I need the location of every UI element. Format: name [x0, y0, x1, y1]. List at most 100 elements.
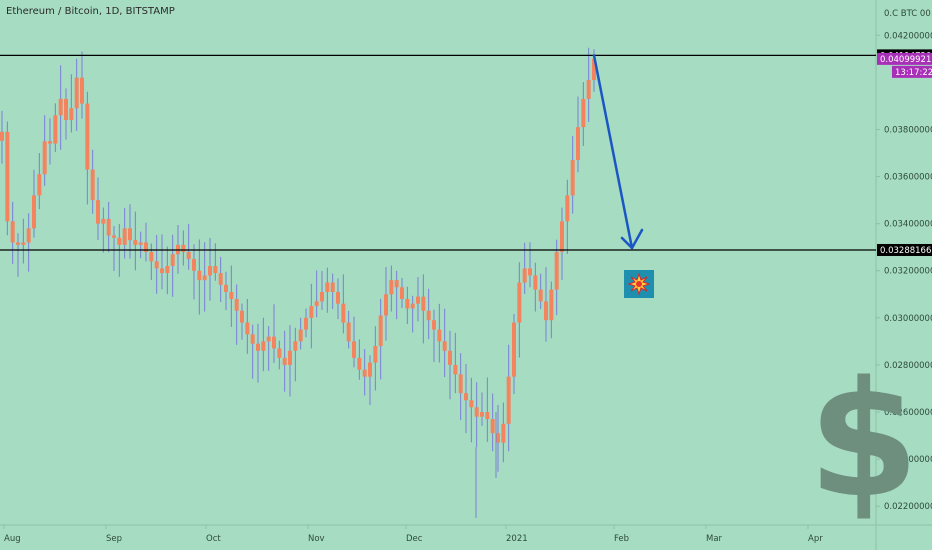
candle-body [544, 301, 548, 321]
candle-body [346, 322, 351, 342]
support-price-label: 0.03288166 [880, 246, 931, 256]
candle-body [90, 169, 95, 201]
candle-body [437, 329, 442, 342]
price-tick-label: 0.02400000 [884, 455, 932, 465]
candle-body [506, 376, 511, 424]
time-tick-label: 2021 [506, 534, 528, 544]
candle-body [325, 282, 330, 292]
candle-body [586, 80, 591, 99]
candle-body [202, 275, 207, 281]
candle-body [549, 289, 554, 321]
time-tick-label: Aug [4, 534, 21, 544]
price-tick-label: 0.02200000 [884, 502, 932, 512]
candle-body [64, 98, 68, 121]
candle-body [101, 218, 106, 224]
candle-body [565, 195, 570, 222]
time-tick-label: Apr [808, 534, 823, 544]
candle-body [282, 357, 287, 365]
candle-body [320, 291, 324, 302]
candle-body [378, 315, 383, 347]
price-tick-label: 0.02800000 [884, 361, 932, 371]
candle-body [192, 258, 196, 271]
candle-body [0, 131, 4, 141]
candle-body [58, 98, 63, 116]
candle-body [112, 235, 116, 238]
price-tick-label: 0.03000000 [884, 314, 932, 324]
candle-body [496, 433, 500, 443]
candle-body [224, 284, 228, 292]
countdown-label: 13:17:22 [895, 68, 932, 78]
price-tick-label: 0.03800000 [884, 125, 932, 135]
candle-body [122, 228, 127, 245]
candle-body [69, 108, 74, 121]
candle-body [154, 261, 159, 269]
time-tick-label: Sep [106, 534, 122, 544]
candle-body [208, 266, 212, 276]
last-price-tag [877, 52, 932, 65]
candle-body [138, 242, 143, 245]
candle-body [330, 282, 335, 292]
candle-body [218, 273, 223, 285]
candle-body [261, 341, 266, 351]
candle-body [181, 244, 186, 252]
explosion-icon-graphic [628, 273, 650, 295]
candle-body [480, 411, 484, 417]
candle-body [5, 131, 10, 222]
candle-body [42, 141, 47, 175]
candle-body [560, 221, 564, 252]
price-tick-label: 0.04200000 [884, 31, 932, 41]
candle-body [314, 301, 319, 307]
candle-body [197, 270, 202, 281]
candle-body [170, 254, 175, 267]
price-tick-label: 0.03200000 [884, 267, 932, 277]
candle-body [458, 374, 463, 394]
candle-body [570, 160, 575, 196]
downtrend-arrow-shaft [592, 54, 634, 250]
candle-body [554, 251, 559, 290]
symbol-title: Ethereum / Bitcoin, 1D, BITSTAMP [6, 6, 175, 17]
candle-body [53, 115, 58, 144]
candle-body [250, 334, 255, 344]
candle-body [266, 336, 271, 342]
candle-body [245, 322, 250, 335]
candle-body [432, 320, 436, 330]
candle-body [405, 298, 410, 309]
candle-body [522, 268, 527, 283]
downtrend-arrow-head [620, 228, 644, 250]
candle-body [149, 251, 154, 262]
candle-body [240, 310, 244, 323]
candle-body [160, 268, 164, 274]
candle-body [21, 242, 26, 245]
candle-body [32, 195, 36, 229]
countdown-tag [892, 65, 932, 78]
candle-body [469, 400, 474, 408]
time-tick-label: Feb [614, 534, 629, 544]
candle-body [256, 343, 260, 351]
candle-body [336, 291, 340, 304]
price-tick-label: 0.03400000 [884, 220, 932, 230]
candle-body [490, 419, 495, 434]
candle-body [10, 221, 15, 243]
candle-body [410, 303, 415, 309]
candle-body [362, 369, 367, 377]
candle-body [16, 242, 20, 245]
time-tick-label: Oct [206, 534, 221, 544]
candle-body [272, 336, 276, 349]
candle-body [341, 303, 346, 323]
candle-body [85, 103, 90, 170]
candle-body [592, 58, 596, 81]
candle-body [501, 423, 506, 443]
candle-body [368, 362, 372, 377]
price-tick-label: 0.03600000 [884, 173, 932, 183]
candle-body [421, 296, 426, 311]
candle-body [474, 407, 479, 417]
candle-body [106, 218, 111, 236]
candle-body [37, 174, 42, 196]
candle-body [74, 77, 79, 109]
dollar-icon: $ [808, 346, 920, 533]
candle-body [133, 240, 138, 245]
candle-body [96, 200, 100, 224]
price-tick-label: 0.02600000 [884, 408, 932, 418]
